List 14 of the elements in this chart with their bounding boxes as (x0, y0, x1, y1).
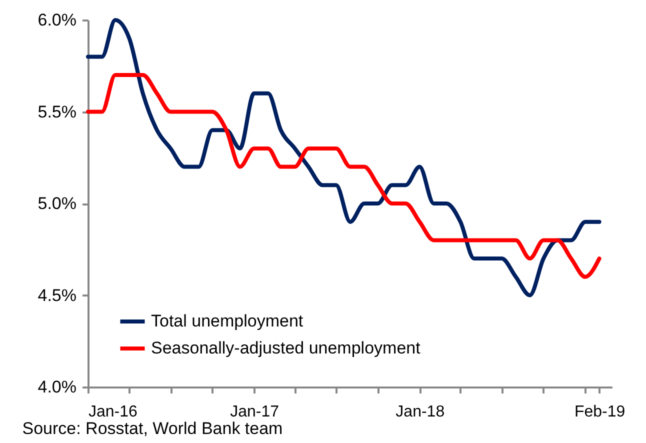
y-tick-label: 5.0% (38, 194, 76, 213)
y-tick-label: 4.5% (38, 286, 76, 305)
y-tick-label: 4.0% (38, 378, 76, 396)
x-tick-label: Jan-17 (230, 404, 280, 420)
source-note: Source: Rosstat, World Bank team (22, 419, 283, 438)
legend-label: Seasonally-adjusted unemployment (151, 338, 421, 358)
x-tick-label: Jan-18 (396, 404, 445, 420)
x-tick-label: Feb-19 (574, 404, 626, 420)
line-series (86, 73, 602, 279)
line-series (86, 18, 602, 298)
legend-label: Total unemployment (151, 312, 304, 330)
y-tick-label: 5.5% (38, 102, 76, 122)
x-tick-label: Jan-16 (88, 404, 138, 420)
y-tick-label: 6.0% (38, 10, 76, 30)
